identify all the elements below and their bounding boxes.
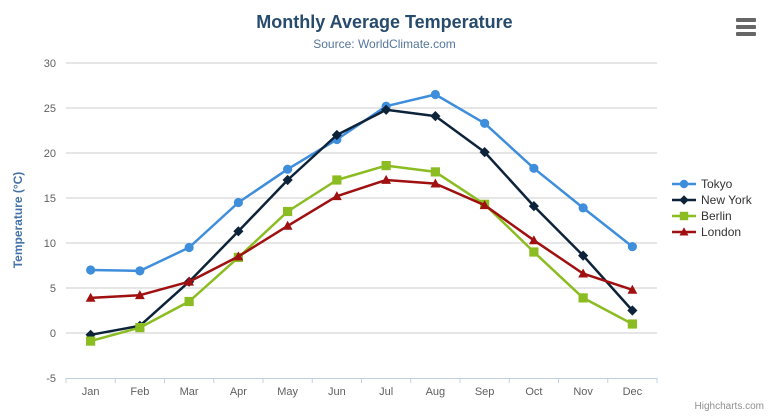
data-point[interactable]	[627, 305, 638, 316]
data-point[interactable]	[134, 290, 145, 300]
data-point[interactable]	[233, 251, 244, 261]
series-line-new-york[interactable]	[89, 108, 634, 337]
data-point[interactable]	[86, 336, 96, 346]
x-axis-tick-label: Oct	[525, 386, 542, 398]
legend-item-new-york[interactable]: New York	[672, 192, 752, 208]
data-point[interactable]	[679, 227, 689, 236]
legend-label: New York	[701, 193, 752, 207]
data-point[interactable]	[184, 276, 195, 286]
data-point[interactable]	[627, 319, 637, 329]
legend-item-tokyo[interactable]: Tokyo	[672, 176, 752, 192]
data-point[interactable]	[331, 129, 342, 141]
series-tokyo[interactable]	[86, 89, 637, 276]
data-point[interactable]	[528, 235, 539, 245]
hamburger-menu-icon[interactable]	[736, 18, 756, 36]
data-point[interactable]	[529, 163, 539, 173]
data-point[interactable]	[430, 167, 440, 177]
data-point[interactable]	[578, 293, 588, 303]
data-point[interactable]	[479, 200, 490, 210]
data-point[interactable]	[233, 226, 244, 237]
data-point[interactable]	[135, 266, 145, 276]
x-axis-tick-label: Jan	[82, 386, 100, 398]
data-point[interactable]	[135, 323, 145, 333]
y-axis-tick-label: -5	[46, 373, 56, 385]
data-point[interactable]	[479, 147, 490, 158]
x-axis-tick-label: Dec	[623, 386, 643, 398]
series-line-berlin[interactable]	[89, 164, 634, 343]
y-axis-tick-label: 20	[44, 148, 56, 160]
data-point[interactable]	[283, 164, 293, 174]
data-point[interactable]	[578, 268, 589, 278]
x-axis-tick-label: Feb	[130, 386, 149, 398]
x-axis-tick-label: Mar	[180, 386, 199, 398]
series-new-york[interactable]	[85, 104, 638, 340]
data-point[interactable]	[578, 203, 588, 213]
data-point[interactable]	[332, 175, 342, 185]
circle-legend-icon	[672, 179, 696, 189]
series-line-tokyo[interactable]	[89, 93, 634, 273]
series-line-london[interactable]	[89, 178, 634, 300]
y-axis-tick-label: 25	[44, 103, 56, 115]
legend-item-london[interactable]: London	[672, 224, 752, 240]
series-london[interactable]	[85, 174, 638, 302]
credits-link[interactable]: Highcharts.com	[694, 401, 764, 412]
diamond-legend-icon	[672, 195, 696, 205]
data-point[interactable]	[480, 118, 490, 128]
data-point[interactable]	[283, 206, 293, 217]
data-point[interactable]	[282, 174, 293, 186]
data-point[interactable]	[381, 174, 392, 184]
hamburger-bar	[736, 18, 756, 22]
data-point[interactable]	[184, 296, 194, 307]
hamburger-bar	[736, 32, 756, 36]
data-point[interactable]	[578, 250, 589, 261]
data-point[interactable]	[679, 211, 689, 221]
x-axis-tick-label: Apr	[230, 386, 247, 398]
chart-title: Monthly Average Temperature	[256, 12, 513, 32]
square-legend-icon	[672, 211, 696, 221]
data-point[interactable]	[529, 247, 539, 257]
data-point[interactable]	[430, 178, 441, 188]
x-axis-tick-label: Sep	[475, 386, 495, 398]
legend-label: Berlin	[701, 209, 732, 223]
data-point[interactable]	[233, 197, 243, 208]
data-point[interactable]	[627, 242, 637, 252]
triangle-legend-icon	[672, 227, 696, 236]
y-axis-tick-label: 30	[44, 58, 56, 70]
data-point[interactable]	[679, 179, 689, 189]
data-point[interactable]	[528, 201, 539, 212]
y-axis-tick-label: 5	[50, 283, 56, 295]
legend-label: Tokyo	[701, 177, 733, 191]
data-point[interactable]	[86, 265, 96, 275]
data-point[interactable]	[430, 89, 440, 100]
y-axis-tick-label: 15	[44, 193, 56, 205]
data-point[interactable]	[85, 292, 96, 302]
data-point[interactable]	[331, 191, 342, 201]
data-point[interactable]	[381, 161, 391, 171]
x-axis-tick-label: Jul	[379, 386, 393, 398]
data-point[interactable]	[282, 220, 293, 230]
x-axis-tick-label: Nov	[573, 386, 593, 398]
legend: Tokyo New York Berlin London	[672, 176, 752, 240]
data-point[interactable]	[430, 111, 441, 122]
legend-item-berlin[interactable]: Berlin	[672, 208, 752, 224]
data-point[interactable]	[184, 242, 194, 253]
y-axis-tick-label: 10	[44, 238, 56, 250]
chart-subtitle: Source: WorldClimate.com	[313, 37, 456, 51]
hamburger-bar	[736, 25, 756, 29]
data-point[interactable]	[679, 195, 689, 205]
x-axis-tick-label: May	[277, 386, 298, 398]
legend-label: London	[701, 225, 742, 239]
data-point[interactable]	[627, 284, 638, 294]
x-axis-tick-label: Jun	[328, 386, 346, 398]
y-axis-tick-label: 0	[50, 328, 56, 340]
data-point[interactable]	[381, 104, 392, 115]
x-axis-tick-label: Aug	[426, 386, 446, 398]
data-point[interactable]	[85, 329, 96, 340]
